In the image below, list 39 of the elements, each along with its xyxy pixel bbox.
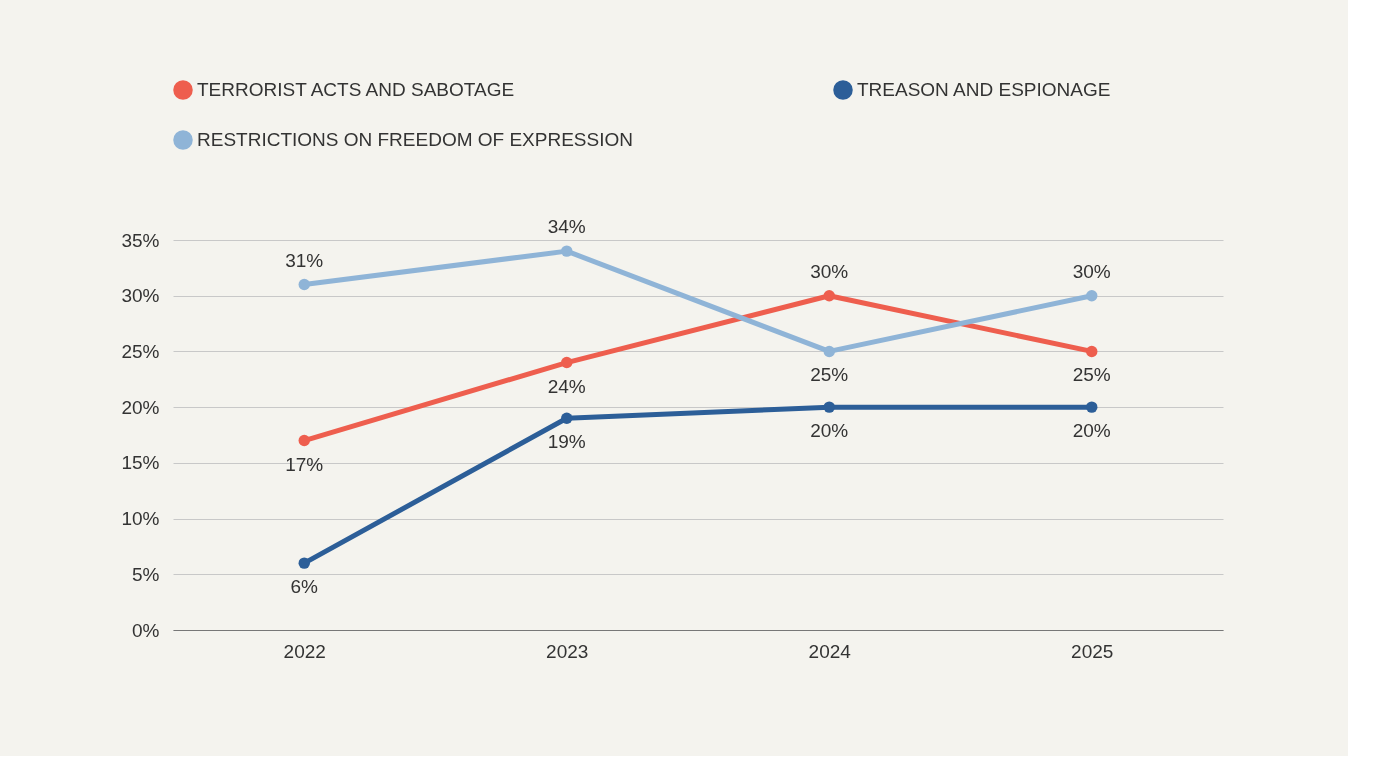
point: [298, 278, 310, 291]
point: [823, 290, 835, 302]
point: [1086, 401, 1098, 413]
x-tick-label: 2023: [546, 640, 589, 662]
data-label: 31%: [285, 249, 324, 271]
data-label: 20%: [1072, 420, 1111, 442]
legend-label: TERRORIST ACTS AND SABOTAGE: [197, 79, 515, 100]
data-label: 30%: [810, 260, 849, 282]
point: [561, 412, 573, 424]
point: [1086, 345, 1098, 358]
point: [561, 356, 573, 369]
data-label: 19%: [547, 431, 586, 453]
point: [1086, 290, 1098, 302]
x-tick-label: 2025: [1071, 640, 1114, 662]
data-label: 24%: [547, 375, 586, 397]
data-label: 34%: [547, 216, 586, 238]
data-label: 17%: [285, 453, 324, 475]
y-tick-label: 25%: [121, 340, 160, 362]
point: [298, 434, 310, 447]
data-label: 6%: [290, 576, 319, 598]
point: [561, 245, 573, 257]
point: [823, 345, 835, 358]
point: [823, 401, 835, 413]
data-label: 20%: [810, 420, 849, 442]
x-tick-label: 2022: [283, 640, 326, 662]
data-label: 30%: [1072, 260, 1111, 282]
legend-label: RESTRICTIONS ON FREEDOM OF EXPRESSION: [197, 129, 633, 150]
data-label: 25%: [810, 364, 849, 386]
y-tick-label: 35%: [121, 229, 160, 251]
y-tick-label: 0%: [132, 619, 160, 641]
y-tick-label: 15%: [121, 452, 160, 474]
y-tick-label: 5%: [132, 563, 160, 585]
data-label: 25%: [1072, 364, 1111, 386]
y-tick-label: 30%: [121, 285, 160, 307]
legend-label: TREASON AND ESPIONAGE: [857, 79, 1111, 100]
point: [298, 557, 310, 569]
y-tick-label: 10%: [121, 508, 160, 530]
x-tick-label: 2024: [808, 640, 852, 662]
y-tick-label: 20%: [121, 396, 160, 418]
